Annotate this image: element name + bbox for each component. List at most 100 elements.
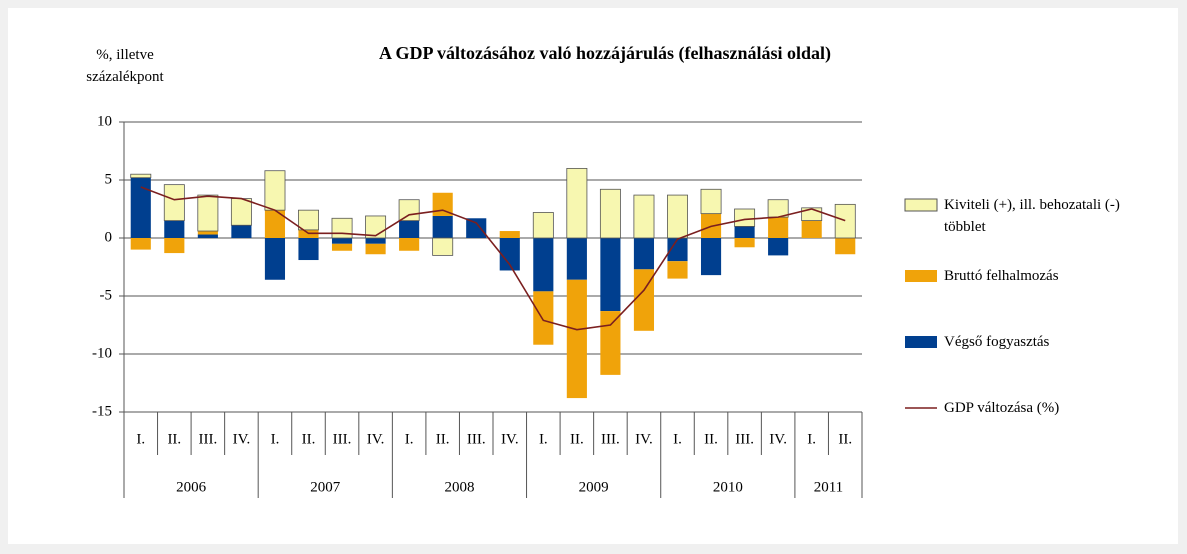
bar — [633, 194, 655, 239]
legend-label: GDP változása (%) — [944, 400, 1060, 416]
bar — [499, 231, 520, 238]
bar — [432, 215, 453, 238]
bar — [835, 238, 856, 255]
bar — [667, 238, 688, 262]
bar — [767, 199, 789, 218]
bar — [298, 209, 319, 231]
year-label: 2010 — [713, 479, 743, 495]
x-tick-label: III. — [333, 431, 352, 447]
x-tick-label: II. — [167, 431, 181, 447]
x-tick-label: IV. — [367, 431, 385, 447]
bar — [700, 238, 722, 276]
x-tick-label: III. — [467, 431, 486, 447]
legend-swatch — [905, 336, 937, 348]
bar — [734, 208, 756, 227]
y-axis-label: %, illetve százalékpont — [86, 47, 164, 85]
bar — [331, 238, 353, 244]
x-tick-label: I. — [271, 431, 280, 447]
bar — [264, 170, 286, 211]
legend-swatch — [904, 198, 938, 212]
bar — [365, 243, 386, 255]
bar — [834, 203, 856, 239]
bar — [600, 311, 621, 375]
year-label: 2009 — [579, 479, 609, 495]
legend-swatch — [905, 270, 937, 282]
bar — [197, 194, 219, 232]
x-tick-label: III. — [198, 431, 217, 447]
gdp-line — [140, 186, 846, 331]
bar — [600, 238, 621, 312]
bar — [667, 261, 688, 279]
bar — [264, 238, 286, 280]
x-tick-label: II. — [436, 431, 450, 447]
bar — [566, 279, 587, 399]
bar — [599, 188, 621, 239]
year-label: 2008 — [444, 479, 474, 495]
bar — [164, 238, 185, 254]
bar — [466, 218, 487, 238]
legend-label: Kiviteli (+), ill. behozatali (-) többle… — [944, 197, 1120, 235]
chart-panel — [8, 8, 1178, 544]
x-tick-label: I. — [807, 431, 816, 447]
bar — [533, 291, 554, 345]
legend-label: Végső fogyasztás — [944, 334, 1050, 350]
y-tick-label: -10 — [92, 345, 112, 361]
x-tick-label: II. — [704, 431, 718, 447]
year-label: 2007 — [310, 479, 341, 495]
y-tick-label: 0 — [105, 229, 113, 245]
chart-title: A GDP változásához való hozzájárulás (fe… — [379, 43, 831, 64]
bar — [532, 212, 554, 239]
bar — [399, 238, 420, 251]
bar — [331, 217, 353, 239]
bar — [566, 167, 588, 239]
x-tick-label: IV. — [501, 431, 519, 447]
bar — [700, 188, 722, 215]
bar — [331, 243, 353, 251]
bar — [768, 217, 789, 238]
bar — [566, 238, 587, 280]
x-tick-label: III. — [735, 431, 754, 447]
y-tick-label: 10 — [97, 113, 112, 129]
x-tick-label: II. — [302, 431, 316, 447]
bar — [130, 177, 151, 238]
bar — [768, 238, 789, 256]
bar — [130, 173, 152, 179]
bar — [164, 220, 185, 238]
bar — [197, 231, 218, 235]
x-tick-label: I. — [405, 431, 414, 447]
bar — [533, 238, 554, 292]
x-tick-label: I. — [539, 431, 548, 447]
bar — [130, 238, 151, 250]
bar — [801, 220, 822, 238]
y-tick-label: -5 — [100, 287, 113, 303]
bar — [734, 226, 755, 238]
x-tick-label: IV. — [233, 431, 251, 447]
year-label: 2006 — [176, 479, 207, 495]
bar — [432, 237, 454, 256]
y-tick-label: -15 — [92, 403, 112, 419]
x-tick-label: IV. — [635, 431, 653, 447]
x-tick-label: I. — [136, 431, 145, 447]
legend-label: Bruttó felhalmozás — [944, 268, 1059, 284]
bar — [230, 198, 252, 226]
bar — [667, 194, 688, 239]
bar — [399, 220, 420, 238]
x-tick-label: II. — [838, 431, 852, 447]
bar — [398, 199, 420, 222]
bar — [298, 238, 319, 261]
x-tick-label: III. — [601, 431, 620, 447]
bar — [633, 269, 655, 331]
bar — [633, 238, 655, 270]
bar — [231, 225, 252, 238]
bar — [163, 184, 185, 221]
bar — [499, 238, 520, 271]
bar — [197, 234, 218, 238]
bar — [734, 238, 755, 248]
x-tick-label: II. — [570, 431, 584, 447]
bar — [264, 210, 286, 238]
y-tick-label: 5 — [105, 171, 113, 187]
bar — [365, 238, 386, 244]
year-label: 2011 — [814, 479, 843, 495]
